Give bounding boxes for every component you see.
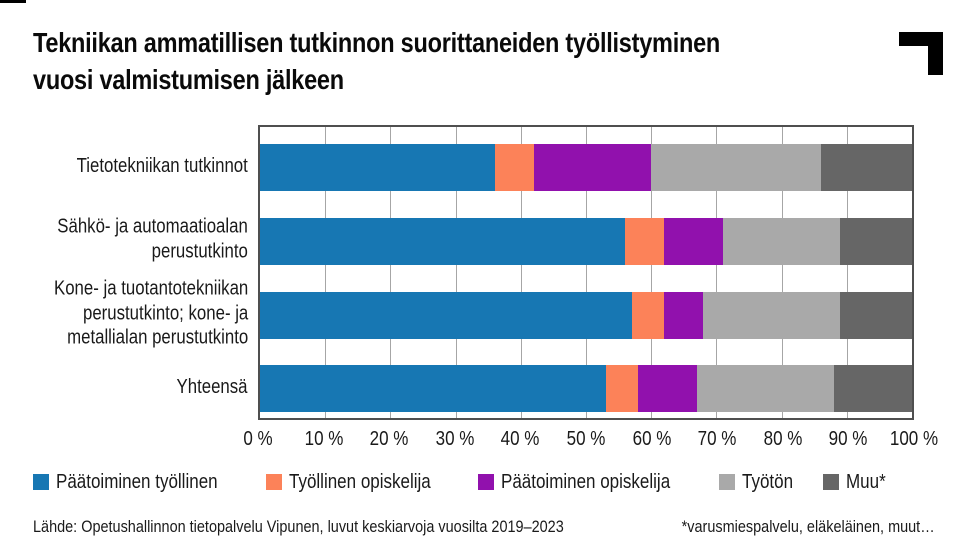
segment-tietotekniikan-tutkinnot-tyollinen-opiskelija bbox=[494, 144, 534, 191]
source-text: Lähde: Opetushallinnon tietopalvelu Vipu… bbox=[33, 517, 564, 536]
segment-yhteensa-tyoton bbox=[696, 365, 834, 413]
x-tick-80pct: 80 % bbox=[763, 428, 803, 450]
legend-item-tyoton: Työtön bbox=[719, 467, 802, 497]
segment-sahko-ja-automaatioalan-perustutkinto-paatoiminen-tyollinen bbox=[260, 217, 626, 265]
top-left-mark bbox=[0, 0, 26, 3]
segment-tietotekniikan-tutkinnot-muu bbox=[820, 144, 912, 191]
plot-area bbox=[258, 125, 914, 420]
x-tick-50pct: 50 % bbox=[566, 428, 606, 450]
x-tick-100pct: 100 % bbox=[889, 428, 939, 450]
chart-title: Tekniikan ammatillisen tutkinnon suoritt… bbox=[33, 24, 851, 98]
gridline-80pct bbox=[781, 127, 783, 418]
x-tick-40pct: 40 % bbox=[501, 428, 540, 450]
legend-label-tyoton: Työtön bbox=[742, 470, 794, 493]
gridline-30pct bbox=[455, 127, 457, 418]
legend-item-paatoiminen-opiskelija: Päätoiminen opiskelija bbox=[478, 467, 700, 497]
category-label-kone-ja-tuotantotekniikan-perustutkinto-kone-ja-metallialan-perustutkinto: Kone- ja tuotantotekniikan perustutkinto;… bbox=[53, 277, 248, 349]
segment-tietotekniikan-tutkinnot-paatoiminen-opiskelija bbox=[533, 144, 652, 191]
category-label-sahko-ja-automaatioalan-perustutkinto: Sähkö- ja automaatioalan perustutkinto bbox=[57, 215, 248, 263]
segment-yhteensa-paatoiminen-opiskelija bbox=[638, 365, 697, 413]
segment-kone-ja-tuotantotekniikan-perustutkinto-kone-ja-metallialan-perustutkinto-tyollinen-opiskelija bbox=[631, 291, 665, 339]
legend-swatch-muu bbox=[823, 474, 839, 490]
legend-item-muu: Muu* bbox=[823, 467, 893, 497]
legend: Päätoiminen työllinen Työllinen opiskelij… bbox=[0, 467, 968, 497]
gridline-20pct bbox=[390, 127, 392, 418]
legend-label-paatoiminen-opiskelija: Päätoiminen opiskelija bbox=[501, 470, 671, 493]
gridline-50pct bbox=[586, 127, 587, 418]
category-label-tietotekniikan-tutkinnot: Tietotekniikan tutkinnot bbox=[76, 154, 248, 177]
segment-kone-ja-tuotantotekniikan-perustutkinto-kone-ja-metallialan-perustutkinto-paatoiminen-tyollinen bbox=[260, 291, 632, 339]
segment-sahko-ja-automaatioalan-perustutkinto-muu bbox=[840, 217, 912, 265]
legend-swatch-tyollinen-opiskelija bbox=[266, 474, 282, 490]
chart-title-line1: Tekniikan ammatillisen tutkinnon suoritt… bbox=[33, 27, 721, 58]
gridline-10pct bbox=[325, 127, 327, 418]
gridline-70pct bbox=[716, 127, 718, 418]
corner-logo bbox=[899, 32, 943, 75]
gridline-60pct bbox=[651, 127, 653, 418]
category-label-yhteensa: Yhteensä bbox=[177, 375, 248, 398]
x-tick-10pct: 10 % bbox=[304, 428, 343, 450]
x-tick-90pct: 90 % bbox=[829, 428, 868, 450]
segment-yhteensa-paatoiminen-tyollinen bbox=[260, 365, 606, 413]
segment-kone-ja-tuotantotekniikan-perustutkinto-kone-ja-metallialan-perustutkinto-tyoton bbox=[703, 291, 841, 339]
segment-tietotekniikan-tutkinnot-tyoton bbox=[651, 144, 821, 191]
segment-tietotekniikan-tutkinnot-paatoiminen-tyollinen bbox=[260, 144, 495, 191]
legend-swatch-paatoiminen-opiskelija bbox=[478, 474, 494, 490]
x-tick-70pct: 70 % bbox=[697, 428, 737, 450]
legend-label-muu: Muu* bbox=[846, 470, 886, 493]
legend-label-tyollinen-opiskelija: Työllinen opiskelija bbox=[289, 470, 431, 493]
segment-sahko-ja-automaatioalan-perustutkinto-paatoiminen-opiskelija bbox=[664, 217, 723, 265]
gridline-40pct bbox=[520, 127, 522, 418]
legend-item-tyollinen-opiskelija: Työllinen opiskelija bbox=[266, 467, 456, 497]
corner-logo-vertical-bar bbox=[928, 32, 943, 75]
chart-title-line2: vuosi valmistumisen jälkeen bbox=[33, 64, 344, 95]
segment-kone-ja-tuotantotekniikan-perustutkinto-kone-ja-metallialan-perustutkinto-muu bbox=[840, 291, 912, 339]
x-tick-20pct: 20 % bbox=[369, 428, 409, 450]
footnote-text: *varusmiespalvelu, eläkeläinen, muut… bbox=[681, 517, 935, 536]
segment-kone-ja-tuotantotekniikan-perustutkinto-kone-ja-metallialan-perustutkinto-paatoiminen-opiskelija bbox=[664, 291, 704, 339]
segment-yhteensa-muu bbox=[833, 365, 912, 413]
legend-swatch-paatoiminen-tyollinen bbox=[33, 474, 49, 490]
segment-sahko-ja-automaatioalan-perustutkinto-tyoton bbox=[722, 217, 841, 265]
x-tick-0pct: 0 % bbox=[243, 428, 273, 450]
legend-item-paatoiminen-tyollinen: Päätoiminen työllinen bbox=[33, 467, 246, 497]
x-tick-30pct: 30 % bbox=[435, 428, 475, 450]
legend-swatch-tyoton bbox=[719, 474, 735, 490]
legend-label-paatoiminen-tyollinen: Päätoiminen työllinen bbox=[56, 470, 218, 493]
gridline-90pct bbox=[846, 127, 848, 418]
x-tick-60pct: 60 % bbox=[632, 428, 671, 450]
segment-yhteensa-tyollinen-opiskelija bbox=[605, 365, 639, 413]
segment-sahko-ja-automaatioalan-perustutkinto-tyollinen-opiskelija bbox=[625, 217, 665, 265]
